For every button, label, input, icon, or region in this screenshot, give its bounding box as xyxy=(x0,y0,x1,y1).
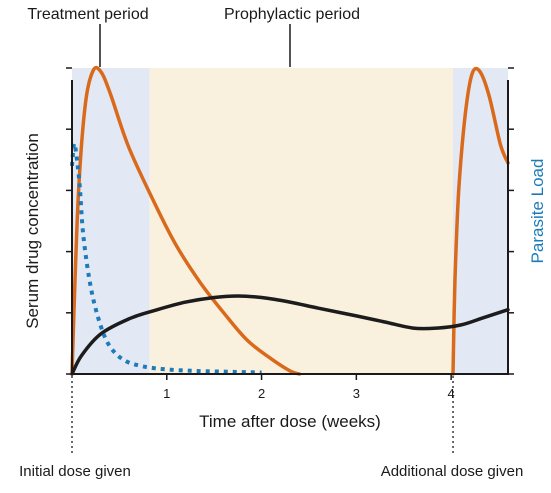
x-tick-label-2: 3 xyxy=(353,386,360,401)
x-tick-label-1: 2 xyxy=(258,386,265,401)
x-tick-label-0: 1 xyxy=(163,386,170,401)
chart-axes xyxy=(66,67,514,380)
prophylactic-period-label: Prophylactic period xyxy=(224,6,360,23)
x-tick-label-3: 4 xyxy=(448,386,455,401)
series-line-3 xyxy=(70,141,262,375)
chart-labels: 1 2 3 4 Time after dose (weeks) Serum drug co… xyxy=(19,6,547,480)
x-axis-label: Time after dose (weeks) xyxy=(199,412,381,431)
treatment-period-label: Treatment period xyxy=(27,6,148,23)
period-band-1 xyxy=(149,68,454,374)
series-line-0 xyxy=(70,65,302,376)
series-line-1 xyxy=(451,66,510,376)
series-line-2 xyxy=(70,294,510,376)
chart-curves xyxy=(70,65,510,376)
y-axis-label-left: Serum drug concentration xyxy=(23,133,42,329)
period-bands xyxy=(72,68,508,374)
dose-marker-label-0: Initial dose given xyxy=(19,463,131,480)
period-band-2 xyxy=(453,68,508,374)
dose-marker-label-1: Additional dose given xyxy=(381,463,524,480)
y-axis-label-right: Parasite Load xyxy=(528,159,547,264)
